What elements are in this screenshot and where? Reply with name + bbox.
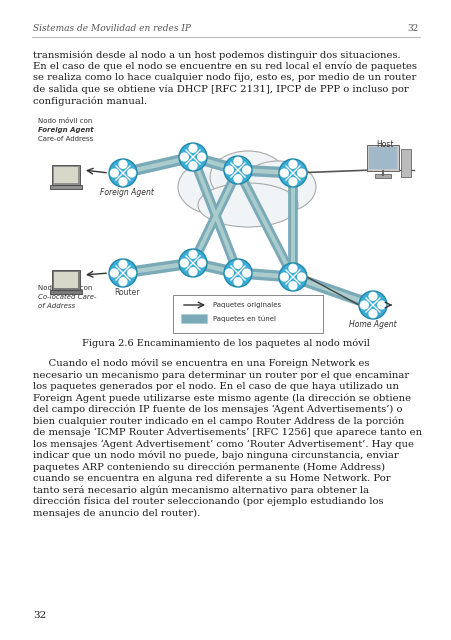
Bar	[374, 174, 390, 178]
Bar	[180, 314, 207, 323]
Text: del campo dirección IP fuente de los mensajes ‘Agent Advertisements’) o: del campo dirección IP fuente de los men…	[33, 405, 401, 415]
Circle shape	[289, 161, 296, 168]
Text: Home Agent: Home Agent	[349, 320, 396, 329]
Circle shape	[179, 143, 207, 171]
Ellipse shape	[178, 159, 258, 215]
Circle shape	[280, 273, 288, 281]
Bar	[400, 149, 410, 177]
Bar	[52, 165, 80, 185]
Text: Co-located Care-: Co-located Care-	[38, 294, 96, 300]
Circle shape	[189, 268, 197, 276]
Text: Router: Router	[114, 288, 139, 297]
Text: dirección física del router seleccionando (por ejemplo estudiando los: dirección física del router seleccionand…	[33, 497, 382, 506]
Circle shape	[128, 169, 135, 177]
Text: Foreign Agent: Foreign Agent	[100, 188, 154, 197]
Text: of Address: of Address	[38, 303, 75, 309]
Text: Paquetes originales: Paquetes originales	[212, 302, 281, 308]
Circle shape	[289, 178, 296, 186]
Circle shape	[110, 269, 118, 277]
Circle shape	[224, 156, 252, 184]
Ellipse shape	[210, 151, 285, 203]
Circle shape	[289, 282, 296, 289]
Text: transmisión desde al nodo a un host podemos distinguir dos situaciones.: transmisión desde al nodo a un host pode…	[33, 50, 400, 60]
Circle shape	[358, 291, 386, 319]
Text: los paquetes generados por el nodo. En el caso de que haya utilizado un: los paquetes generados por el nodo. En e…	[33, 382, 398, 391]
Text: Care-of Address: Care-of Address	[38, 136, 93, 142]
Text: mensajes de anuncio del router).: mensajes de anuncio del router).	[33, 509, 200, 518]
Text: cuando se encuentra en alguna red diferente a su Home Network. Por: cuando se encuentra en alguna red difere…	[33, 474, 390, 483]
Circle shape	[234, 157, 241, 165]
Text: Nodo móvil con: Nodo móvil con	[38, 285, 92, 291]
Bar	[54, 272, 78, 288]
Circle shape	[110, 169, 118, 177]
Bar	[173, 295, 322, 333]
Text: 32: 32	[33, 611, 46, 620]
Ellipse shape	[239, 161, 315, 213]
Circle shape	[377, 301, 385, 309]
Text: 32: 32	[407, 24, 418, 33]
Circle shape	[225, 166, 233, 174]
Circle shape	[289, 264, 296, 272]
Text: paquetes ARP conteniendo su dirección permanente (Home Address): paquetes ARP conteniendo su dirección pe…	[33, 463, 384, 472]
Text: Foreign Agent: Foreign Agent	[38, 127, 93, 133]
Circle shape	[119, 161, 127, 168]
Text: bien cualquier router indicado en el campo Router Address de la porción: bien cualquier router indicado en el cam…	[33, 417, 404, 426]
Text: necesario un mecanismo para determinar un router por el que encaminar: necesario un mecanismo para determinar u…	[33, 371, 408, 380]
Ellipse shape	[198, 183, 297, 227]
Text: Foreign Agent puede utilizarse este mismo agente (la dirección se obtiene: Foreign Agent puede utilizarse este mism…	[33, 394, 410, 403]
Circle shape	[189, 250, 197, 258]
Circle shape	[242, 166, 250, 174]
Text: los mensajes ‘Agent Advertisement’ como ‘Router Advertisement’. Hay que: los mensajes ‘Agent Advertisement’ como …	[33, 440, 413, 449]
Circle shape	[128, 269, 135, 277]
Circle shape	[198, 153, 205, 161]
Circle shape	[179, 249, 207, 277]
Text: configuración manual.: configuración manual.	[33, 96, 147, 106]
Text: Cuando el nodo móvil se encuentra en una Foreign Network es: Cuando el nodo móvil se encuentra en una…	[33, 359, 368, 369]
Text: de mensaje ‘ICMP Router Advertisements’ [RFC 1256] que aparece tanto en: de mensaje ‘ICMP Router Advertisements’ …	[33, 428, 421, 437]
Circle shape	[109, 159, 137, 187]
Circle shape	[234, 278, 241, 285]
Bar	[50, 185, 82, 189]
Circle shape	[119, 178, 127, 186]
Circle shape	[119, 278, 127, 285]
Circle shape	[109, 259, 137, 287]
Circle shape	[234, 260, 241, 268]
Text: Host: Host	[375, 140, 393, 149]
Text: se realiza como lo hace cualquier nodo fijo, esto es, por medio de un router: se realiza como lo hace cualquier nodo f…	[33, 73, 415, 82]
Circle shape	[234, 175, 241, 182]
Circle shape	[189, 145, 197, 152]
Circle shape	[224, 259, 252, 287]
Text: En el caso de que el nodo se encuentre en su red local el envío de paquetes: En el caso de que el nodo se encuentre e…	[33, 61, 416, 71]
Circle shape	[280, 169, 288, 177]
Circle shape	[180, 153, 188, 161]
Circle shape	[278, 263, 306, 291]
Bar	[368, 147, 396, 169]
Text: Nodo móvil con: Nodo móvil con	[38, 118, 92, 124]
Bar	[54, 167, 78, 183]
Text: Paquetes en túnel: Paquetes en túnel	[212, 316, 276, 323]
Text: Figura 2.6 Encaminamiento de los paquetes al nodo móvil: Figura 2.6 Encaminamiento de los paquete…	[82, 339, 369, 349]
Circle shape	[359, 301, 368, 309]
Circle shape	[119, 260, 127, 268]
Bar	[50, 290, 82, 294]
Circle shape	[225, 269, 233, 277]
Circle shape	[278, 159, 306, 187]
Text: tanto será necesario algún mecanismo alternativo para obtener la: tanto será necesario algún mecanismo alt…	[33, 486, 368, 495]
Bar	[52, 270, 80, 290]
Circle shape	[368, 310, 376, 317]
Circle shape	[180, 259, 188, 267]
Circle shape	[297, 169, 305, 177]
Text: Sistemas de Movilidad en redes IP: Sistemas de Movilidad en redes IP	[33, 24, 190, 33]
Text: indicar que un nodo móvil no puede, bajo ninguna circunstancia, enviar: indicar que un nodo móvil no puede, bajo…	[33, 451, 398, 461]
Text: de salida que se obtiene vía DHCP [RFC 2131], IPCP de PPP o incluso por: de salida que se obtiene vía DHCP [RFC 2…	[33, 84, 408, 94]
Circle shape	[242, 269, 250, 277]
Circle shape	[297, 273, 305, 281]
Circle shape	[198, 259, 205, 267]
Bar	[366, 145, 398, 171]
Circle shape	[368, 292, 376, 300]
Circle shape	[189, 162, 197, 170]
